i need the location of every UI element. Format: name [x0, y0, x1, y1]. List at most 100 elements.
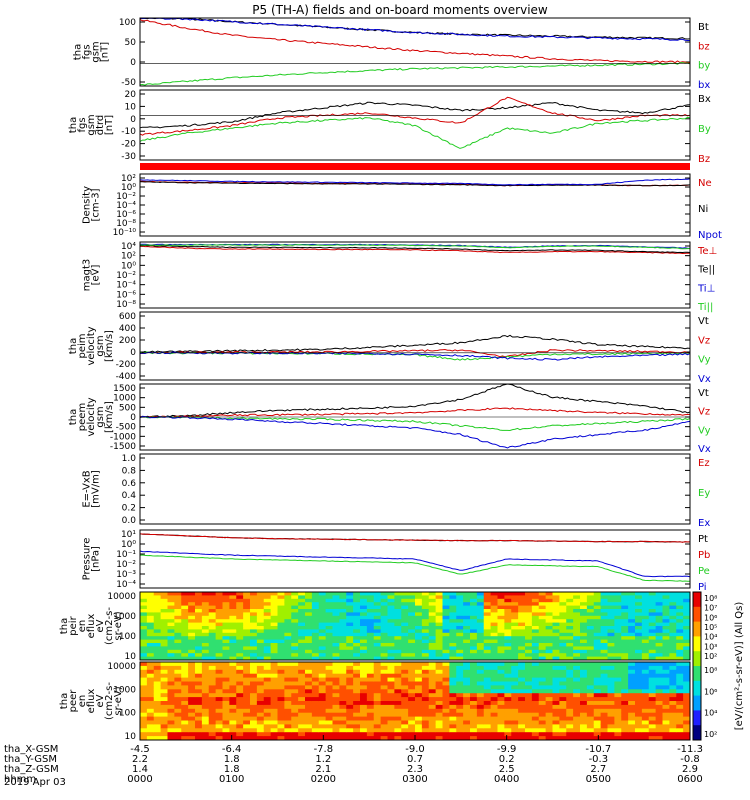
heatmap-cell: [428, 595, 437, 600]
heatmap-cell: [250, 619, 258, 624]
heatmap-cell: [593, 724, 602, 729]
heatmap-cell: [580, 595, 588, 600]
heatmap-cell: [641, 732, 650, 737]
heatmap-cell: [470, 701, 478, 706]
heatmap-cell: [635, 736, 643, 741]
heatmap-cell: [586, 704, 595, 710]
heatmap-cell: [511, 693, 519, 698]
heatmap-cell: [339, 598, 347, 603]
heatmap-cell: [628, 701, 636, 706]
heatmap-cell: [167, 653, 175, 658]
heatmap-cell: [366, 619, 375, 624]
heatmap-cell: [435, 689, 444, 694]
heatmap-cell: [621, 646, 629, 651]
y-label-line: velocity: [86, 397, 97, 436]
heatmap-cell: [250, 629, 258, 634]
heatmap-cell: [586, 689, 595, 694]
heatmap-cell: [511, 697, 519, 702]
heatmap-cell: [628, 656, 636, 661]
heatmap-cell: [215, 639, 224, 644]
heatmap-cell: [256, 605, 265, 610]
heatmap-cell: [346, 656, 354, 661]
heatmap-cell: [318, 622, 327, 627]
heatmap-cell: [607, 665, 615, 671]
heatmap-cell: [683, 704, 691, 710]
heatmap-cell: [277, 632, 285, 637]
series-line-Pi: [139, 550, 691, 578]
heatmap-cell: [676, 673, 684, 679]
heatmap-cell: [401, 632, 409, 637]
heatmap-cell: [456, 643, 464, 647]
heatmap-cell: [263, 720, 272, 725]
heatmap-cell: [669, 653, 677, 658]
heatmap-cell: [373, 615, 382, 620]
heatmap-cell: [305, 732, 313, 737]
heatmap-cell: [284, 612, 292, 617]
heatmap-cell: [201, 689, 210, 694]
heatmap-cell: [538, 639, 547, 644]
heatmap-cell: [504, 622, 512, 627]
heatmap-cell: [428, 653, 437, 658]
heatmap-cell: [311, 724, 320, 729]
heatmap-cell: [250, 649, 258, 654]
heatmap-cell: [146, 708, 155, 714]
heatmap-cell: [311, 716, 320, 721]
heatmap-cell: [360, 592, 368, 596]
heatmap-cell: [449, 619, 457, 624]
heatmap-cell: [339, 632, 347, 637]
heatmap-cell: [449, 592, 457, 596]
heatmap-cell: [222, 693, 230, 698]
heatmap-cell: [167, 697, 175, 702]
heatmap-cell: [483, 677, 492, 682]
heatmap-cell: [188, 736, 196, 741]
heatmap-cell: [201, 724, 210, 729]
heatmap-cell: [463, 609, 471, 613]
heatmap-cell: [580, 612, 588, 617]
heatmap-cell: [201, 649, 210, 654]
heatmap-cell: [298, 622, 306, 627]
heatmap-cell: [250, 736, 258, 741]
heatmap-cell: [573, 697, 581, 702]
heatmap-cell: [504, 704, 512, 710]
heatmap-cell: [511, 615, 519, 620]
heatmap-cell: [676, 693, 684, 698]
heatmap-cell: [428, 697, 437, 702]
heatmap-cell: [318, 669, 327, 675]
heatmap-cell: [394, 677, 402, 682]
heatmap-cell: [600, 708, 609, 714]
heatmap-cell: [401, 728, 409, 733]
heatmap-cell: [476, 697, 485, 702]
heatmap-cell: [545, 632, 554, 637]
heatmap-cell: [366, 622, 375, 627]
heatmap-cell: [538, 605, 547, 610]
heatmap-cell: [531, 673, 540, 679]
heatmap-cell: [181, 665, 189, 671]
heatmap-cell: [511, 708, 519, 714]
heatmap-cell: [346, 724, 354, 729]
heatmap-cell: [181, 653, 189, 658]
heatmap-cell: [305, 724, 313, 729]
heatmap-cell: [635, 619, 643, 624]
heatmap-cell: [442, 716, 450, 721]
heatmap-cell: [360, 636, 368, 641]
heatmap-cell: [655, 720, 664, 725]
heatmap-cell: [435, 605, 444, 610]
heatmap-cell: [243, 732, 251, 737]
heatmap-cell: [607, 643, 615, 647]
heatmap-cell: [394, 708, 402, 714]
heatmap-cell: [580, 662, 588, 667]
heatmap-cell: [277, 622, 285, 627]
heatmap-cell: [332, 595, 340, 600]
heatmap-cell: [511, 643, 519, 647]
heatmap-cell: [442, 712, 450, 718]
heatmap-cell: [188, 685, 196, 690]
heatmap-cell: [401, 708, 409, 714]
heatmap-cell: [229, 636, 237, 641]
heatmap-cell: [428, 669, 437, 675]
heatmap-cell: [531, 712, 540, 718]
flag-bar: [140, 163, 690, 170]
heatmap-cell: [263, 619, 272, 624]
heatmap-cell: [325, 724, 334, 729]
heatmap-cell: [380, 697, 389, 702]
heatmap-cell: [318, 697, 327, 702]
